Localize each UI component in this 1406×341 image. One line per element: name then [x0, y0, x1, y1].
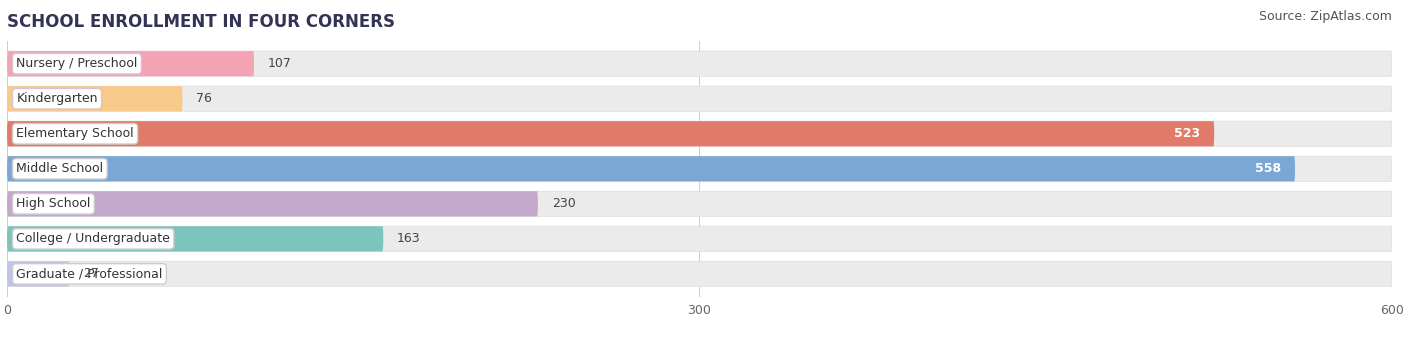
FancyBboxPatch shape [7, 86, 183, 112]
FancyBboxPatch shape [7, 51, 1392, 76]
FancyBboxPatch shape [7, 121, 1215, 146]
FancyBboxPatch shape [7, 121, 1392, 146]
FancyBboxPatch shape [7, 191, 1392, 217]
FancyBboxPatch shape [7, 191, 538, 217]
FancyBboxPatch shape [7, 51, 254, 76]
Text: 523: 523 [1174, 127, 1201, 140]
Text: Middle School: Middle School [17, 162, 104, 175]
Text: Kindergarten: Kindergarten [17, 92, 98, 105]
Text: College / Undergraduate: College / Undergraduate [17, 232, 170, 246]
Text: SCHOOL ENROLLMENT IN FOUR CORNERS: SCHOOL ENROLLMENT IN FOUR CORNERS [7, 13, 395, 31]
Text: 558: 558 [1256, 162, 1281, 175]
Text: Elementary School: Elementary School [17, 127, 134, 140]
FancyBboxPatch shape [7, 156, 1295, 181]
Text: Source: ZipAtlas.com: Source: ZipAtlas.com [1258, 10, 1392, 23]
Text: High School: High School [17, 197, 90, 210]
Text: Graduate / Professional: Graduate / Professional [17, 267, 163, 280]
FancyBboxPatch shape [7, 86, 1392, 112]
FancyBboxPatch shape [7, 226, 384, 251]
Text: 230: 230 [551, 197, 575, 210]
Text: 76: 76 [197, 92, 212, 105]
FancyBboxPatch shape [7, 261, 1392, 286]
FancyBboxPatch shape [7, 261, 69, 286]
Text: 163: 163 [396, 232, 420, 246]
FancyBboxPatch shape [7, 156, 1392, 181]
Text: Nursery / Preschool: Nursery / Preschool [17, 57, 138, 70]
FancyBboxPatch shape [7, 226, 1392, 251]
Text: 107: 107 [269, 57, 291, 70]
Text: 27: 27 [83, 267, 98, 280]
